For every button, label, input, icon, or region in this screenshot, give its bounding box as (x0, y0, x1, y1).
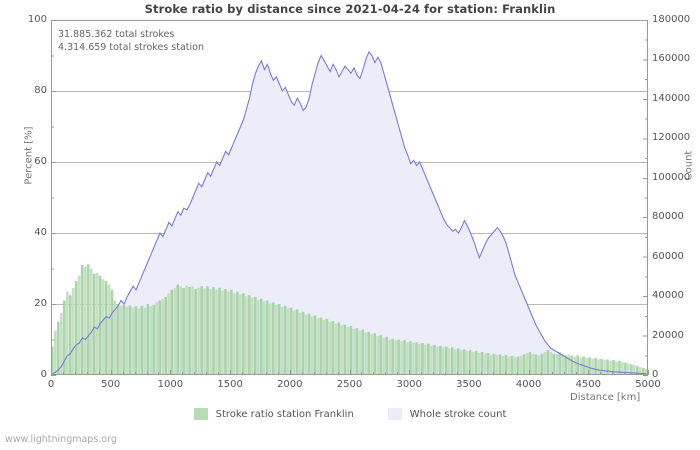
legend-swatch-lavender-icon (387, 408, 402, 420)
plot-frame (51, 20, 648, 375)
legend-label-whole-count: Whole stroke count (409, 408, 507, 420)
axis-tick-label: 2000 (277, 379, 303, 390)
axis-tick-label: 80000 (652, 211, 684, 223)
whole-stroke-count-area (51, 51, 648, 375)
axis-ticks (51, 20, 649, 376)
grid-lines (51, 91, 648, 305)
axis-tick-label: 60 (34, 156, 47, 167)
axis-tick-label: 5000 (635, 379, 661, 390)
axis-tick-label: 3500 (456, 379, 482, 390)
chart-legend: Stroke ratio station Franklin Whole stro… (0, 408, 700, 420)
axis-tick-label: 120000 (652, 132, 691, 144)
axis-tick-label: 1000 (157, 379, 184, 390)
legend-swatch-green-icon (193, 408, 208, 420)
axis-tick-label: 20 (34, 298, 47, 309)
axis-tick-label: 3000 (396, 379, 422, 390)
axis-tick-label: 60000 (652, 250, 684, 262)
watermark: www.lightningmaps.org (5, 434, 117, 445)
axis-tick-label: 2500 (336, 379, 363, 390)
axis-tick-label: 0 (47, 379, 55, 390)
axis-tick-label: 500 (101, 379, 121, 390)
axis-tick-label: 20000 (652, 329, 684, 341)
legend-item-stroke-ratio[interactable]: Stroke ratio station Franklin (193, 408, 354, 420)
stroke-ratio-bars (51, 264, 648, 375)
whole-stroke-count-line (52, 50, 647, 375)
y-axis-label-right: Count (683, 150, 695, 181)
axis-tick-label: 4500 (575, 379, 602, 390)
annotation-total-strokes-station: 4.314.659 total strokes station (58, 42, 204, 53)
axis-tick-label: 100000 (652, 171, 691, 183)
annotation-total-strokes: 31.885.362 total strokes (58, 29, 175, 40)
axis-tick-label: 0 (652, 369, 659, 380)
axis-tick-label: 0 (40, 369, 47, 380)
axis-tick-label: 4000 (515, 379, 542, 390)
axis-tick-label: 140000 (652, 92, 691, 104)
axis-tick-label: 80 (34, 85, 47, 96)
chart-title: Stroke ratio by distance since 2021-04-2… (144, 2, 556, 16)
axis-tick-label: 160000 (652, 53, 691, 65)
chart-annotation: 31.885.362 total strokes 4.314.659 total… (58, 28, 204, 54)
axis-tick-label: 40000 (652, 290, 684, 302)
axis-tick-label: 1500 (217, 379, 243, 390)
legend-item-whole-count[interactable]: Whole stroke count (387, 408, 507, 420)
axis-tick-label: 100 (27, 14, 47, 25)
x-axis-label: Distance [km] (570, 392, 641, 403)
axis-tick-label: 180000 (652, 14, 691, 25)
legend-label-stroke-ratio: Stroke ratio station Franklin (215, 408, 354, 420)
axis-tick-label: 40 (34, 227, 47, 238)
